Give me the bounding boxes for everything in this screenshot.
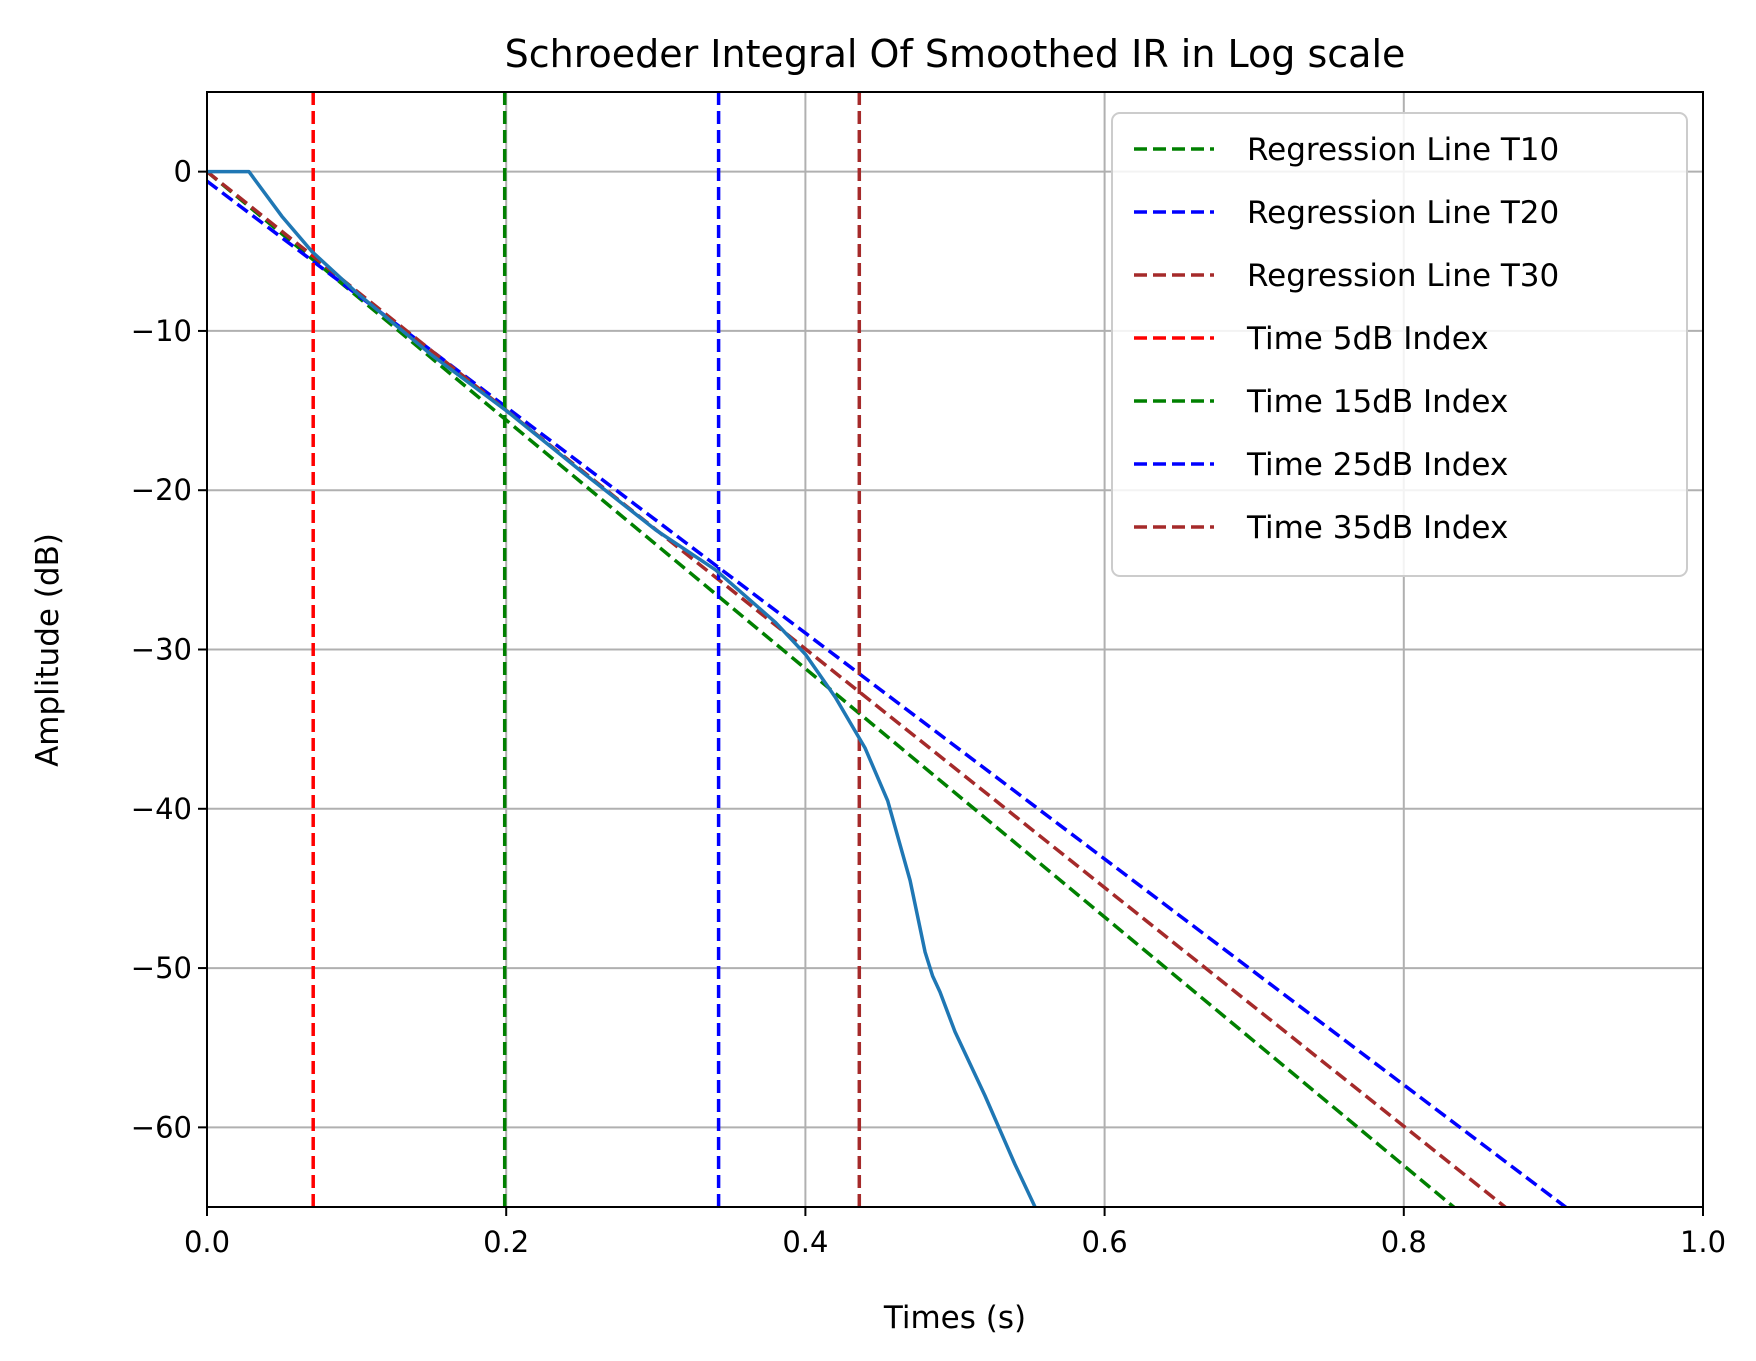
x-tick-label: 1.0: [1680, 1225, 1726, 1259]
x-tick-label: 0.4: [782, 1225, 828, 1259]
legend-label: Regression Line T10: [1247, 132, 1559, 168]
y-tick-label: −60: [131, 1110, 192, 1144]
x-axis-label: Times (s): [883, 1300, 1026, 1336]
y-tick-label: −20: [131, 473, 192, 507]
legend-box: [1111, 112, 1688, 577]
schroeder-curve-line: [207, 169, 1037, 1207]
chart-title: Schroeder Integral Of Smoothed IR in Log…: [505, 32, 1406, 76]
legend: Regression Line T10 Regression Line T20 Re…: [1111, 112, 1688, 577]
x-tick-label: 0.8: [1381, 1225, 1427, 1259]
plot-series: [207, 92, 1569, 1207]
x-tick-label: 0.0: [184, 1225, 230, 1259]
legend-label: Time 25dB Index: [1246, 447, 1508, 483]
series-line-regression-line-t30: [207, 170, 1508, 1207]
legend-label: Time 5dB Index: [1246, 321, 1489, 357]
axis-ticks: 0.0 0.2 0.4 0.6 0.8 1.0 0 −10 −20 −30 −40 −50 −60: [131, 155, 1726, 1259]
legend-label: Time 15dB Index: [1246, 384, 1508, 420]
y-tick-label: 0: [174, 155, 192, 189]
y-tick-label: −50: [131, 951, 192, 985]
series-line-regression-line-t10: [207, 170, 1457, 1207]
legend-label: Regression Line T20: [1247, 195, 1559, 231]
y-axis-label: Amplitude (dB): [30, 533, 66, 767]
x-tick-label: 0.6: [1082, 1225, 1128, 1259]
y-tick-label: −10: [131, 314, 192, 348]
x-tick-label: 0.2: [483, 1225, 529, 1259]
y-tick-label: −30: [131, 633, 192, 667]
y-tick-label: −40: [131, 792, 192, 826]
legend-label: Time 35dB Index: [1246, 510, 1508, 546]
legend-label: Regression Line T30: [1247, 258, 1559, 294]
